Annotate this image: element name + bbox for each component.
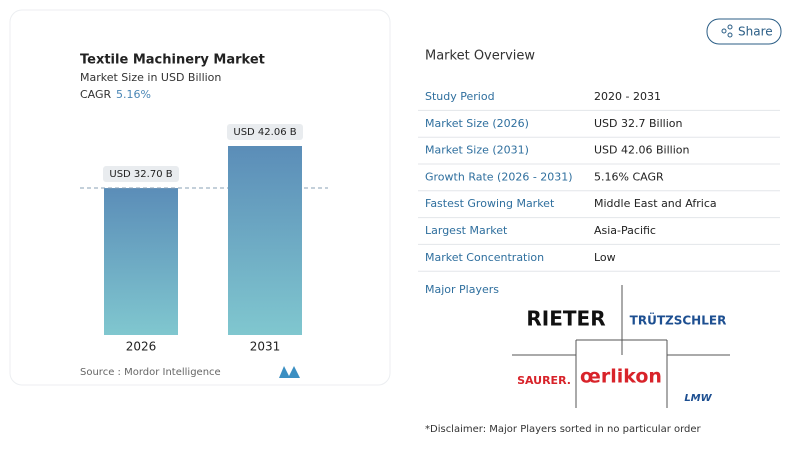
overview-value: Asia-Pacific [594, 224, 656, 237]
source: Source : Mordor Intelligence [80, 367, 221, 378]
bar [104, 188, 178, 335]
cagr-label: CAGR [80, 88, 112, 101]
share-button[interactable]: Share [706, 18, 782, 45]
overview-key: Market Size (2026) [425, 117, 529, 130]
overview-key: Study Period [425, 90, 495, 103]
overview-value: 2020 - 2031 [594, 90, 661, 103]
overview-key: Largest Market [425, 224, 508, 237]
logo-grid [512, 285, 730, 408]
overview-value: Middle East and Africa [594, 197, 717, 210]
overview-key: Market Size (2031) [425, 144, 529, 157]
value-label-box [103, 166, 179, 183]
overview-value: Low [594, 251, 616, 264]
overview-value: 5.16% CAGR [594, 170, 664, 183]
x-tick-label: 2031 [250, 340, 281, 354]
overview-value: USD 32.7 Billion [594, 117, 682, 130]
logo-lmw: LMW [684, 393, 712, 404]
overview-key: Market Concentration [425, 251, 544, 264]
chart-subtitle: Market Size in USD Billion [80, 71, 221, 84]
value-label-box [227, 124, 303, 140]
logo-rieter: RIETER [526, 307, 605, 331]
bar [228, 146, 302, 335]
overview-title: Market Overview [425, 49, 535, 64]
logo-saurer: SAURER. [517, 374, 571, 387]
overview-value: USD 42.06 Billion [594, 144, 689, 157]
logo-trutzschler: TRÜTZSCHLER [630, 313, 727, 328]
value-label: USD 42.06 B [233, 127, 296, 138]
value-label: USD 32.70 B [109, 169, 172, 180]
cagr-value: 5.16% [116, 88, 151, 101]
chart-title: Textile Machinery Market [80, 53, 265, 68]
overview-key: Growth Rate (2026 - 2031) [425, 170, 573, 183]
disclaimer: *Disclaimer: Major Players sorted in no … [425, 424, 702, 435]
players-title: Major Players [425, 283, 499, 296]
share-label[interactable]: Share [738, 25, 773, 39]
source-logo [279, 366, 300, 378]
overview-key: Fastest Growing Market [425, 197, 555, 210]
logo-oerlikon: œrlikon [580, 366, 662, 388]
x-tick-label: 2026 [126, 340, 157, 354]
